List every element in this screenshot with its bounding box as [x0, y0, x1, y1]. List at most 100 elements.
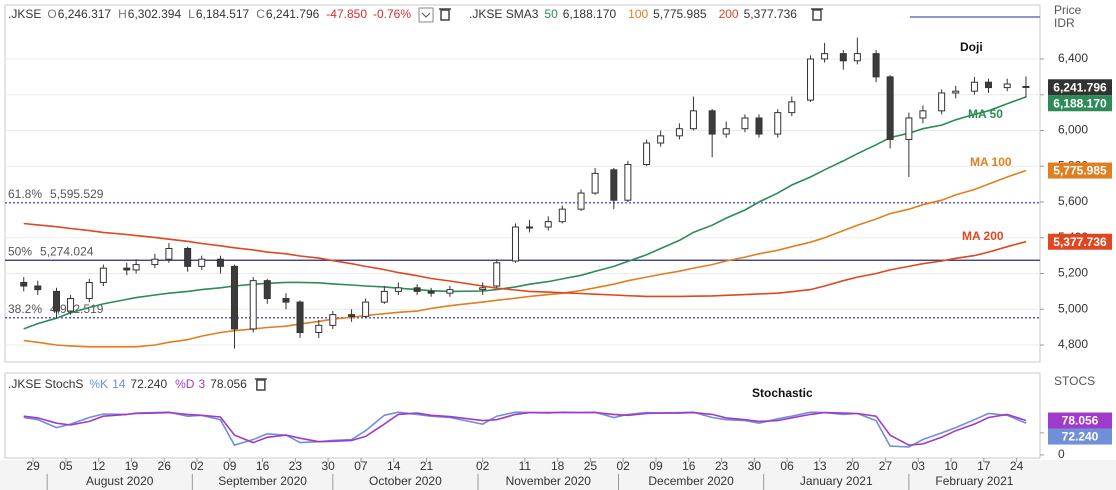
candle-body — [132, 264, 140, 271]
x-tick-label: 30 — [321, 459, 335, 473]
y-tick-label: 5,000 — [1058, 301, 1088, 315]
candle-body — [34, 285, 42, 291]
value-tag — [1048, 162, 1112, 179]
candle-body — [839, 53, 847, 62]
candle-body — [952, 90, 960, 94]
x-tick-label: 14 — [387, 459, 401, 473]
value-tag — [1048, 233, 1112, 250]
candle-body — [938, 92, 946, 112]
y-tick-label: 5,200 — [1058, 266, 1088, 280]
candle-body — [493, 262, 501, 287]
legend-param: 14 — [112, 377, 126, 391]
ohlc-value: 6,302.394 — [128, 7, 182, 21]
series-line — [23, 222, 1027, 298]
ohlc-value: 6,246.317 — [58, 7, 112, 21]
value-tag-label: 6,241.796 — [1053, 80, 1107, 94]
candle-body — [708, 110, 716, 135]
candle-body — [479, 287, 487, 291]
candle-body — [413, 287, 421, 292]
ohlc-value: 6,241.796 — [266, 7, 320, 21]
candle-body — [919, 110, 927, 119]
candle-body — [380, 290, 388, 303]
fib-value: 5,274.024 — [40, 244, 94, 258]
x-tick-label: 29 — [26, 459, 40, 473]
delete-icon[interactable] — [440, 9, 450, 21]
value-tag — [1048, 412, 1112, 429]
candle-body — [755, 117, 763, 135]
x-tick-label: 25 — [584, 459, 598, 473]
study-name: .JKSE StochS — [8, 377, 83, 391]
y-tick-label: 6,000 — [1058, 123, 1088, 137]
ma-period: 200 — [719, 7, 739, 21]
month-label: November 2020 — [506, 474, 592, 488]
stoch-panel-frame — [4, 372, 1041, 459]
candle-body — [970, 81, 978, 92]
candle-body — [216, 258, 224, 267]
candle-body — [544, 221, 552, 228]
x-tick-label: 20 — [846, 459, 860, 473]
ohlc-label: O — [47, 7, 56, 21]
x-tick-label: 10 — [944, 459, 958, 473]
candle-body — [1022, 85, 1030, 88]
y-axis-unit: IDR — [1054, 16, 1075, 30]
candle-body — [427, 290, 435, 294]
candle-body — [722, 128, 730, 135]
legend-name: %D — [175, 377, 195, 391]
x-tick-label: 06 — [780, 459, 794, 473]
value-tag — [1048, 95, 1112, 112]
candle-body — [20, 281, 28, 287]
candle-body — [151, 258, 159, 266]
candle-body — [657, 135, 665, 144]
delete-icon[interactable] — [812, 9, 822, 21]
annotation: Doji — [960, 40, 983, 54]
delete-icon[interactable] — [256, 379, 266, 391]
candle-body — [577, 192, 585, 210]
candle-body — [165, 247, 173, 260]
fib-label: 50% — [8, 244, 32, 258]
x-tick-label: 11 — [519, 459, 532, 473]
candle-body — [526, 226, 534, 229]
month-label: August 2020 — [86, 474, 154, 488]
x-tick-label: 26 — [158, 459, 172, 473]
x-tick-label: 16 — [682, 459, 696, 473]
x-tick-label: 17 — [977, 459, 991, 473]
main-panel-frame — [4, 4, 1041, 363]
candle-body — [198, 258, 206, 267]
candle-body — [821, 53, 829, 60]
series-label: MA 50 — [968, 107, 1003, 121]
collapse-icon[interactable] — [418, 7, 434, 23]
value-tag — [1048, 428, 1112, 445]
candle-body — [230, 265, 238, 330]
x-tick-label: 09 — [223, 459, 237, 473]
candle-body — [123, 267, 131, 271]
candle-body — [511, 226, 519, 262]
candle-body — [872, 53, 880, 78]
series-label: MA 100 — [970, 155, 1012, 169]
ohlc-label: C — [256, 7, 265, 21]
candle-body — [99, 267, 107, 283]
legend-value: 72.240 — [130, 377, 167, 391]
fib-value: 4,952.519 — [50, 302, 104, 316]
legend-name: %K — [89, 377, 108, 391]
candle-body — [282, 298, 290, 303]
candle-body — [558, 208, 566, 223]
x-tick-label: 16 — [256, 459, 270, 473]
candle-body — [689, 110, 697, 130]
legend-value: 78.056 — [210, 377, 247, 391]
candle-body — [788, 101, 796, 114]
fib-value: 5,595.529 — [50, 187, 104, 201]
x-tick-label: 02 — [476, 459, 490, 473]
candle-body — [67, 298, 75, 312]
candle-body — [362, 301, 370, 317]
ohlc-value: 6,184.517 — [196, 7, 250, 21]
value-tag — [1048, 79, 1112, 96]
candle-body — [624, 163, 632, 201]
annotation: Stochastic — [752, 386, 813, 400]
month-label: September 2020 — [218, 474, 307, 488]
ohlc-label: H — [118, 7, 127, 21]
candle-body — [984, 81, 992, 89]
x-tick-label: 23 — [289, 459, 303, 473]
x-tick-label: 18 — [551, 459, 565, 473]
value-tag-label: 72.240 — [1062, 430, 1099, 444]
